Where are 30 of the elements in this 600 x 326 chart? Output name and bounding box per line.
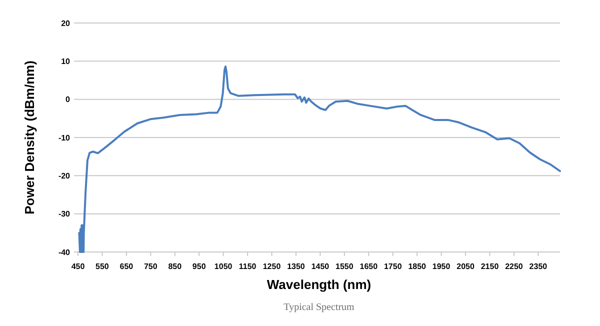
x-tick-label: 1250 xyxy=(262,262,282,271)
x-tick-label: 1650 xyxy=(360,262,378,271)
y-tick-label: 20 xyxy=(61,18,71,28)
x-tick-label: 2250 xyxy=(505,262,524,271)
x-tick-label: 1750 xyxy=(384,262,402,271)
x-tick-label: 1050 xyxy=(214,262,233,271)
x-tick-label: 1850 xyxy=(408,262,427,271)
x-tick-label: 1350 xyxy=(287,262,306,271)
x-tick-label: 550 xyxy=(96,262,110,271)
x-tick-label: 750 xyxy=(144,262,158,271)
x-tick-label: 1150 xyxy=(238,262,257,271)
x-tick-label: 850 xyxy=(168,262,182,271)
text: Typical Spectrum xyxy=(284,302,355,313)
y-tick-label: 10 xyxy=(61,56,71,66)
x-tick-label: 1550 xyxy=(336,262,354,271)
x-tick-label: 450 xyxy=(71,262,86,271)
x-tick-label: 2150 xyxy=(480,262,500,271)
x-tick-label: 1450 xyxy=(311,262,330,271)
y-tick-label: 0 xyxy=(66,95,71,104)
x-tick-label: 2050 xyxy=(456,262,475,271)
x-tick-label: 1950 xyxy=(432,262,451,271)
y-tick-label: -30 xyxy=(58,210,71,219)
y-tick-label: -10 xyxy=(58,133,71,142)
x-axis-title: Wavelength (nm) xyxy=(266,277,372,292)
y-tick-label: -20 xyxy=(58,171,71,180)
x-tick-label: 650 xyxy=(120,262,134,271)
x-tick-label: 2350 xyxy=(529,262,548,271)
y-axis-title: Power Density (dBm/nm) xyxy=(22,60,37,214)
x-tick-label: 950 xyxy=(192,262,206,271)
y-tick-label: -40 xyxy=(58,248,71,257)
